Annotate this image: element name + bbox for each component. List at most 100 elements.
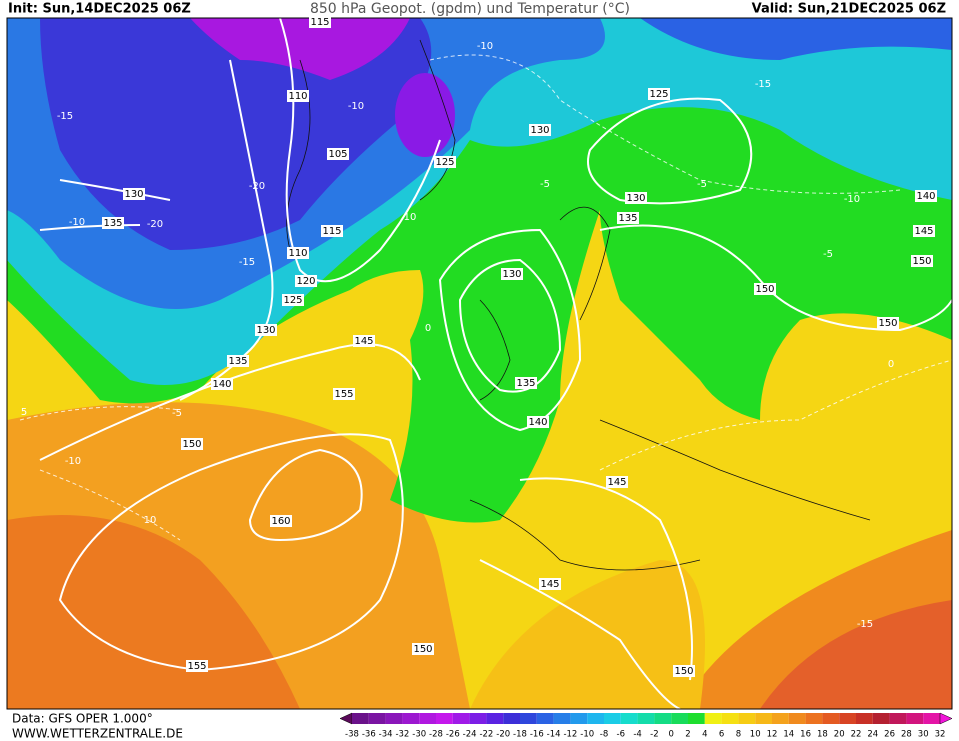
colorbar-label: 20 <box>834 730 845 740</box>
contour-label-box <box>255 324 277 336</box>
colorbar-label: -36 <box>362 730 376 740</box>
temperature-label: -15 <box>857 619 873 630</box>
colorbar-segment <box>637 713 655 724</box>
geopotential-label: 145 <box>914 226 933 237</box>
colorbar-label: -4 <box>633 730 641 740</box>
isohypse <box>39 343 421 461</box>
temperature-label: -15 <box>755 79 771 90</box>
colorbar-segment <box>856 713 873 724</box>
geopotential-label: 155 <box>334 389 353 400</box>
field-red-east <box>760 600 952 709</box>
geopotential-label: 135 <box>103 218 122 229</box>
geopotential-label: 145 <box>354 336 373 347</box>
contour-label-box <box>412 643 434 655</box>
isohypse <box>39 179 171 231</box>
colorbar-label: -12 <box>563 730 577 740</box>
contour-label-box <box>353 335 375 347</box>
colorbar-end <box>939 712 953 725</box>
colorbar-label: -32 <box>395 730 409 740</box>
map-title: 850 hPa Geopot. (gpdm) und Temperatur (°… <box>310 1 630 17</box>
colorbar-segment <box>536 713 554 724</box>
isohypse <box>587 97 753 205</box>
colorbar-segment <box>839 713 856 724</box>
geopotential-label: 130 <box>256 325 275 336</box>
colorbar-label: 22 <box>851 730 862 740</box>
colorbar-segment <box>486 713 504 724</box>
colorbar-segment <box>872 713 890 724</box>
geopotential-label: 145 <box>607 477 626 488</box>
website: WWW.WETTERZENTRALE.DE <box>12 727 183 741</box>
colorbar-label: -2 <box>650 730 658 740</box>
colorbar-segment <box>402 713 420 724</box>
contour-label-box <box>527 416 549 428</box>
colorbar-label: 8 <box>736 730 741 740</box>
temperature-label: -10 <box>844 194 860 205</box>
contour-label-box <box>102 217 124 229</box>
contour-label-box <box>186 660 208 672</box>
contour-label-box <box>211 378 233 390</box>
isohypse <box>519 477 693 681</box>
colorbar-segment <box>906 713 924 724</box>
colorbar-label: -22 <box>479 730 493 740</box>
colorbar-label: -20 <box>496 730 510 740</box>
colorbar-label: 2 <box>685 730 690 740</box>
temperature-label: -10 <box>477 41 493 52</box>
colorbar-label: 28 <box>901 730 912 740</box>
colorbar-label: 12 <box>767 730 778 740</box>
temperature-label: -20 <box>147 219 163 230</box>
geopotential-label: 105 <box>328 149 347 160</box>
colorbar-label: -16 <box>530 730 544 740</box>
colorbar-segment <box>419 713 436 724</box>
temperature-label: -20 <box>249 181 265 192</box>
isohypse <box>438 228 582 432</box>
isohypse <box>599 224 952 332</box>
contour-label-box <box>309 16 331 28</box>
geopotential-label: 140 <box>916 191 935 202</box>
colorbar-label: 0 <box>668 730 673 740</box>
colorbar-label: 14 <box>783 730 794 740</box>
isohypse <box>479 559 681 709</box>
contour-label-box <box>287 90 309 102</box>
colorbar-segment <box>452 713 470 724</box>
colorbar-label: -28 <box>429 730 443 740</box>
colorbar-segment <box>822 713 840 724</box>
field-blue-ne <box>640 18 952 60</box>
colorbar-label: -6 <box>617 730 625 740</box>
geopotential-label: 125 <box>649 89 668 100</box>
colorbar-segment <box>520 713 537 724</box>
geopotential-label: 135 <box>618 213 637 224</box>
geopotential-label: 150 <box>182 439 201 450</box>
colorbar-label: -38 <box>345 730 359 740</box>
isohypse <box>279 18 441 283</box>
contour-label-box <box>673 665 695 677</box>
field-dark-orange <box>7 515 300 709</box>
temperature-label: 10 <box>404 212 417 223</box>
geopotential-label: 110 <box>288 91 307 102</box>
colorbar-segment <box>620 713 638 724</box>
contour-label-box <box>529 124 551 136</box>
field-yellow-orange <box>470 560 705 709</box>
colorbar-segment <box>704 713 722 724</box>
contour-label-box <box>877 317 899 329</box>
colorbar-segment <box>721 713 739 724</box>
colorbar-label: 6 <box>719 730 724 740</box>
colorbar-label: -24 <box>463 730 477 740</box>
contour-label-box <box>287 247 309 259</box>
colorbar-label: -10 <box>580 730 594 740</box>
geopotential-label: 150 <box>674 666 693 677</box>
contour-label-box <box>181 438 203 450</box>
isohypse <box>458 258 562 393</box>
colorbar-segment <box>788 713 806 724</box>
colorbar-segment <box>688 713 705 724</box>
contour-label-box <box>501 268 523 280</box>
contour-label-box <box>321 225 343 237</box>
colorbar-segment <box>469 713 487 724</box>
temperature-label: -5 <box>697 179 707 190</box>
colorbar-label: -8 <box>600 730 608 740</box>
geopotential-label: 115 <box>310 17 329 28</box>
temperature-label: -5 <box>540 179 550 190</box>
contour-label-box <box>270 515 292 527</box>
temperature-label: -10 <box>348 101 364 112</box>
geopotential-label: 130 <box>502 269 521 280</box>
geopotential-label: 155 <box>187 661 206 672</box>
